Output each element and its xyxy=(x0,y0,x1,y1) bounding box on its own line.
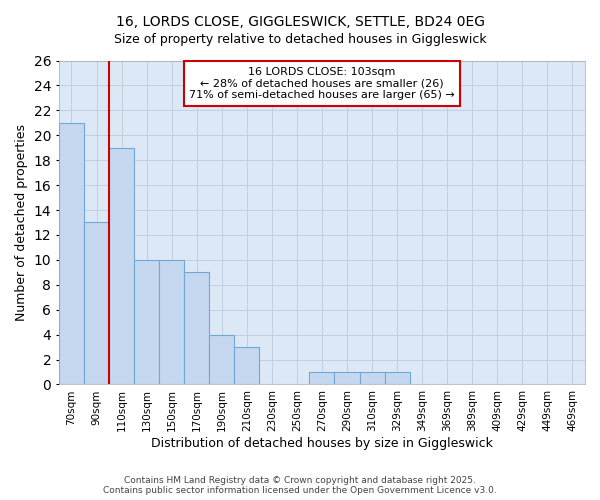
Bar xyxy=(109,148,134,384)
X-axis label: Distribution of detached houses by size in Giggleswick: Distribution of detached houses by size … xyxy=(151,437,493,450)
Bar xyxy=(209,334,234,384)
Bar xyxy=(385,372,410,384)
Text: 16 LORDS CLOSE: 103sqm
← 28% of detached houses are smaller (26)
71% of semi-det: 16 LORDS CLOSE: 103sqm ← 28% of detached… xyxy=(189,67,455,100)
Bar xyxy=(184,272,209,384)
Bar xyxy=(134,260,159,384)
Bar xyxy=(334,372,359,384)
Bar xyxy=(159,260,184,384)
Bar xyxy=(84,222,109,384)
Y-axis label: Number of detached properties: Number of detached properties xyxy=(15,124,28,321)
Bar xyxy=(59,123,84,384)
Bar xyxy=(310,372,334,384)
Bar xyxy=(359,372,385,384)
Bar xyxy=(234,347,259,385)
Text: Contains HM Land Registry data © Crown copyright and database right 2025.
Contai: Contains HM Land Registry data © Crown c… xyxy=(103,476,497,495)
Text: 16, LORDS CLOSE, GIGGLESWICK, SETTLE, BD24 0EG: 16, LORDS CLOSE, GIGGLESWICK, SETTLE, BD… xyxy=(115,15,485,29)
Text: Size of property relative to detached houses in Giggleswick: Size of property relative to detached ho… xyxy=(113,32,487,46)
